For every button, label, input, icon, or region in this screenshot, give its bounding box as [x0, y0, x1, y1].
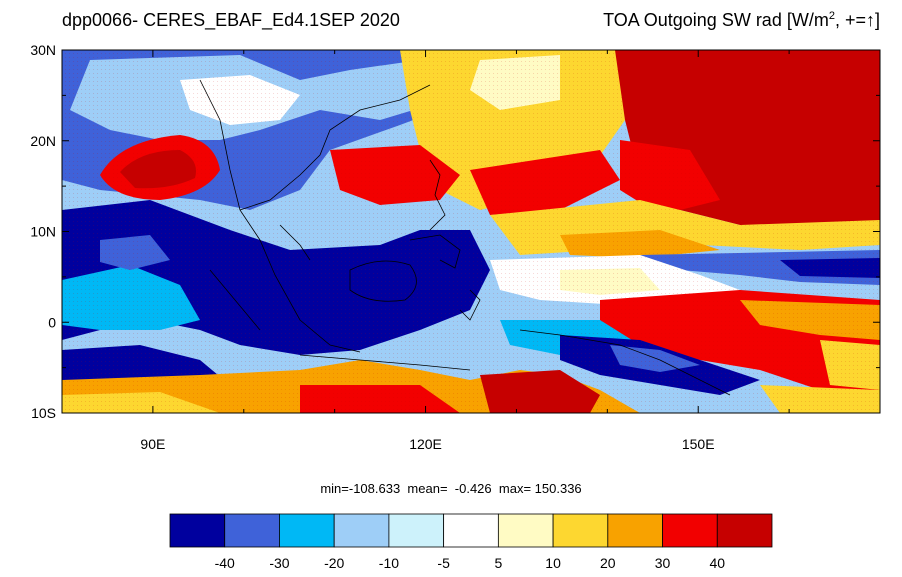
- latitude-labels: 30N 20N 10N 0 10S: [30, 42, 56, 421]
- variable-title-exponent: 2: [828, 10, 835, 22]
- colorbar-tick-label: 5: [494, 555, 502, 571]
- colorbar-swatch: [716, 513, 773, 548]
- lon-label: 120E: [409, 436, 442, 452]
- variable-title-close: ]: [874, 10, 880, 30]
- field-statistics: min=-108.633 mean= -0.426 max= 150.336: [0, 481, 902, 496]
- colorbar-labels: -40 -30 -20 -10 -5 5 10 20 30 40: [215, 555, 726, 571]
- lat-label: 20N: [30, 133, 56, 149]
- colorbar-swatch: [224, 513, 280, 548]
- longitude-labels: 90E 120E 150E: [140, 436, 714, 452]
- colorbar-tick-label: -30: [269, 555, 289, 571]
- colorbar-tick-label: 30: [655, 555, 671, 571]
- colorbar-swatch: [607, 513, 663, 548]
- anomaly-field: [62, 50, 880, 413]
- colorbar-swatch: [333, 513, 390, 548]
- figure-title: dpp0066- CERES_EBAF_Ed4.1SEP 2020: [62, 10, 400, 30]
- lat-label: 30N: [30, 42, 56, 58]
- colorbar-swatch: [279, 513, 335, 548]
- colorbar-swatch: [552, 513, 609, 548]
- lat-label: 10N: [30, 224, 56, 240]
- variable-title-main: TOA Outgoing SW rad [W/m: [603, 10, 829, 30]
- lat-label: 0: [48, 314, 56, 330]
- lon-label: 90E: [140, 436, 165, 452]
- colorbar-tick-label: -40: [215, 555, 235, 571]
- max-value: 150.336: [534, 481, 582, 496]
- colorbar-swatch: [443, 513, 499, 548]
- variable-title: TOA Outgoing SW rad [W/m2, +=↑]: [603, 10, 880, 31]
- mean-value: -0.426: [454, 481, 492, 496]
- colorbar-tick-label: 10: [545, 555, 561, 571]
- min-value: -108.633: [348, 481, 401, 496]
- mean-label: mean=: [407, 481, 448, 496]
- variable-title-tail: , +=: [834, 10, 866, 30]
- colorbar: [169, 513, 773, 548]
- colorbar-swatch: [169, 513, 226, 548]
- min-label: min=: [320, 481, 349, 496]
- colorbar-tick-label: -20: [324, 555, 344, 571]
- max-label: max=: [498, 481, 532, 496]
- colorbar-tick-label: 20: [600, 555, 616, 571]
- colorbar-swatch: [388, 513, 445, 548]
- lon-label: 150E: [682, 436, 715, 452]
- coastlines: [199, 79, 731, 396]
- up-arrow-icon: ↑: [865, 10, 875, 30]
- colorbar-swatch: [497, 513, 554, 548]
- colorbar-tick-label: -5: [437, 555, 450, 571]
- axis-ticks: [61, 49, 881, 414]
- colorbar-tick-label: -10: [379, 555, 399, 571]
- colorbar-tick-label: 40: [709, 555, 725, 571]
- lat-label: 10S: [31, 405, 56, 421]
- colorbar-swatch: [662, 513, 718, 548]
